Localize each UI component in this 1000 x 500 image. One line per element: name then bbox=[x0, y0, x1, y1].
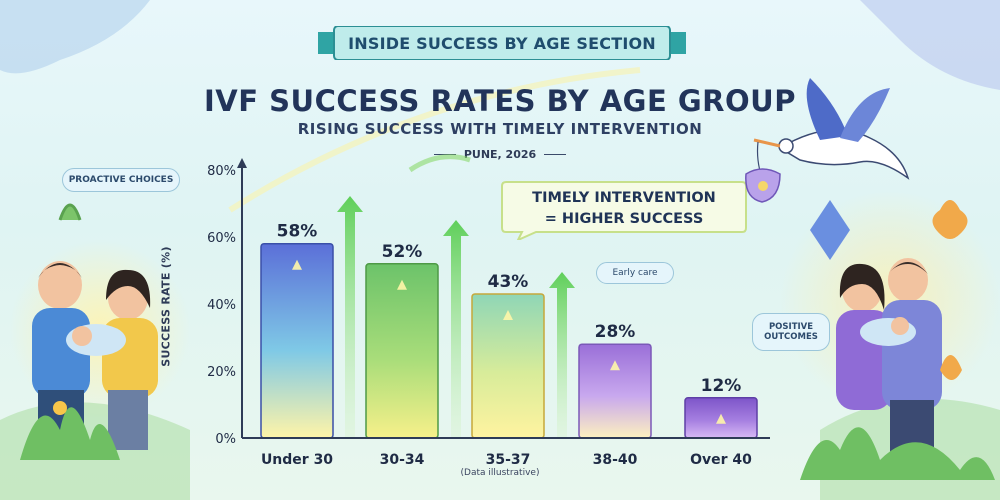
banner-text: INSIDE SUCCESS BY AGE SECTION bbox=[348, 33, 656, 53]
y-axis-label: SUCCESS RATE (%) bbox=[159, 246, 173, 367]
bar-glow-arrow bbox=[397, 279, 407, 290]
bar-value-label: 43% bbox=[488, 272, 529, 292]
location-row: PUNE, 2026 bbox=[420, 146, 580, 162]
page-subtitle: RISING SUCCESS WITH TIMELY INTERVENTION bbox=[297, 120, 703, 138]
location-date: PUNE, 2026 bbox=[463, 147, 537, 161]
y-tick-label: 0% bbox=[215, 432, 236, 447]
y-tick-label: 40% bbox=[207, 298, 236, 313]
bar bbox=[365, 263, 439, 439]
callout-text: TIMELY INTERVENTION = HIGHER SUCCESS bbox=[500, 188, 748, 230]
callout-bubble: TIMELY INTERVENTION = HIGHER SUCCESS bbox=[500, 180, 748, 240]
x-tick-label: 30-34 bbox=[380, 452, 425, 468]
chart-axes: 0% 20% 40% 60% 80% bbox=[207, 158, 770, 447]
page-title: IVF SUCCESS RATES BY AGE GROUP bbox=[204, 84, 796, 118]
bar bbox=[260, 242, 334, 439]
bar-glow-arrow bbox=[610, 360, 620, 371]
data-footnote: (Data illustrative) bbox=[460, 468, 540, 478]
proactive-choices-badge: PROACTIVE CHOICES bbox=[62, 168, 180, 192]
section-banner: INSIDE SUCCESS BY AGE SECTION bbox=[318, 26, 686, 60]
x-tick-label: Over 40 bbox=[690, 452, 752, 468]
bar-value-label: 28% bbox=[595, 322, 636, 342]
bar bbox=[578, 343, 652, 439]
bar-glow-arrow bbox=[292, 259, 302, 270]
x-tick-label: 35-37 bbox=[486, 452, 531, 468]
family-illustration-left bbox=[20, 203, 158, 460]
y-axis-arrow bbox=[237, 158, 247, 168]
bar-glow-arrow bbox=[503, 309, 513, 320]
y-tick-label: 60% bbox=[207, 231, 236, 246]
y-tick-label: 20% bbox=[207, 365, 236, 380]
x-tick-label: 38-40 bbox=[593, 452, 638, 468]
y-tick-label: 80% bbox=[207, 164, 236, 179]
bar-value-label: 12% bbox=[701, 376, 742, 396]
trend-arrow bbox=[337, 196, 363, 438]
trend-arrow bbox=[443, 220, 469, 438]
trend-curve bbox=[408, 154, 471, 173]
bar-glow-arrow bbox=[716, 413, 726, 424]
x-tick-label: Under 30 bbox=[261, 452, 333, 468]
callout-line-1: TIMELY INTERVENTION bbox=[532, 190, 716, 206]
early-care-badge: Early care bbox=[596, 262, 674, 284]
trend-arrows bbox=[337, 154, 575, 438]
stork-illustration bbox=[745, 78, 910, 203]
family-illustration-right bbox=[800, 200, 995, 480]
bar-value-label: 52% bbox=[382, 242, 423, 262]
trend-arrow bbox=[549, 272, 575, 438]
bar-series: 58% Under 30 52% 30-34 43% 35-37 28% 38-40 12% Ov… bbox=[260, 222, 758, 468]
callout-line-2: = HIGHER SUCCESS bbox=[544, 211, 704, 227]
positive-outcomes-badge: POSITIVE OUTCOMES bbox=[752, 313, 830, 351]
bar-value-label: 58% bbox=[277, 222, 318, 242]
